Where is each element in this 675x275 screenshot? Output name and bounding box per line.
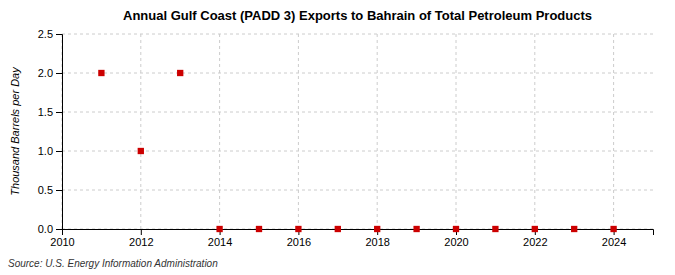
- point: [413, 226, 419, 232]
- y-grid-line: [62, 190, 653, 191]
- title: Annual Gulf Coast (PADD 3) Exports to Ba…: [123, 8, 592, 23]
- y-tick-mark: [56, 151, 62, 152]
- x-grid-line: [298, 34, 299, 229]
- x-grid-line: [377, 34, 378, 229]
- y-tick: 0.0: [38, 223, 62, 235]
- chart: 2010 2012 2014 2016 2018 2020 2022 2024 0.0 0.5 1.…: [0, 0, 675, 275]
- y-tick-label: 0.5: [38, 184, 53, 196]
- x-tick-label: 2014: [208, 236, 232, 248]
- x-axis: 2010 2012 2014 2016 2018 2020 2022 2024: [50, 229, 653, 248]
- point: [532, 226, 538, 232]
- x-tick-label: 2024: [602, 236, 626, 248]
- x-tick: 2010: [50, 229, 74, 248]
- y-tick-mark: [56, 73, 62, 74]
- y-tick-label: 1.0: [38, 145, 53, 157]
- y-grid-line: [62, 112, 653, 113]
- x-tick-label: 2012: [129, 236, 153, 248]
- point: [295, 226, 301, 232]
- point: [492, 226, 498, 232]
- y-tick-mark: [56, 34, 62, 35]
- y-grid-line: [62, 151, 653, 152]
- x-grid-line: [613, 34, 614, 229]
- points: [98, 70, 617, 232]
- x-tick-label: 2016: [287, 236, 311, 248]
- y-axis-label: Thousand Barrels per Day: [9, 66, 21, 196]
- y-axis: 0.0 0.5 1.0 1.5 2.0 2.5: [38, 28, 63, 235]
- y-tick-mark: [56, 190, 62, 191]
- x-tick-label: 2018: [365, 236, 389, 248]
- x-grid-line: [219, 34, 220, 229]
- y-tick: 1.5: [38, 106, 62, 118]
- point: [374, 226, 380, 232]
- x-tick-label: 2022: [523, 236, 547, 248]
- x-grid-line: [534, 34, 535, 229]
- plot: 2010 2012 2014 2016 2018 2020 2022 2024 0.0 0.5 1.…: [38, 28, 654, 248]
- x-tick-label: 2010: [50, 236, 74, 248]
- y-tick-mark: [56, 112, 62, 113]
- point: [335, 226, 341, 232]
- y-tick: 2.5: [38, 28, 62, 40]
- point: [98, 70, 104, 76]
- point: [138, 148, 144, 154]
- y-tick: 2.0: [38, 67, 62, 79]
- y-tick: 1.0: [38, 145, 62, 157]
- y-grid-line: [62, 73, 653, 74]
- point: [256, 226, 262, 232]
- y-grid-line: [62, 34, 653, 35]
- annotation: Source: U.S. Energy Information Administ…: [8, 258, 218, 269]
- y-tick: 0.5: [38, 184, 62, 196]
- y-axis-line: [56, 35, 63, 230]
- point: [453, 226, 459, 232]
- y-tick-label: 1.5: [38, 106, 53, 118]
- x-tick: 2012: [129, 229, 153, 248]
- y-tick-label: 0.0: [38, 223, 53, 235]
- x-grid-line: [140, 34, 141, 229]
- y-tick-label: 2.0: [38, 67, 53, 79]
- x-axis-line: [63, 230, 654, 236]
- y-tick-mark: [56, 229, 62, 230]
- point: [177, 70, 183, 76]
- grid: [62, 34, 653, 229]
- x-tick-label: 2020: [444, 236, 468, 248]
- point: [571, 226, 577, 232]
- point: [610, 226, 616, 232]
- x-grid-line: [456, 34, 457, 229]
- point: [216, 226, 222, 232]
- y-tick-label: 2.5: [38, 28, 53, 40]
- x-tick-mark: [141, 229, 142, 235]
